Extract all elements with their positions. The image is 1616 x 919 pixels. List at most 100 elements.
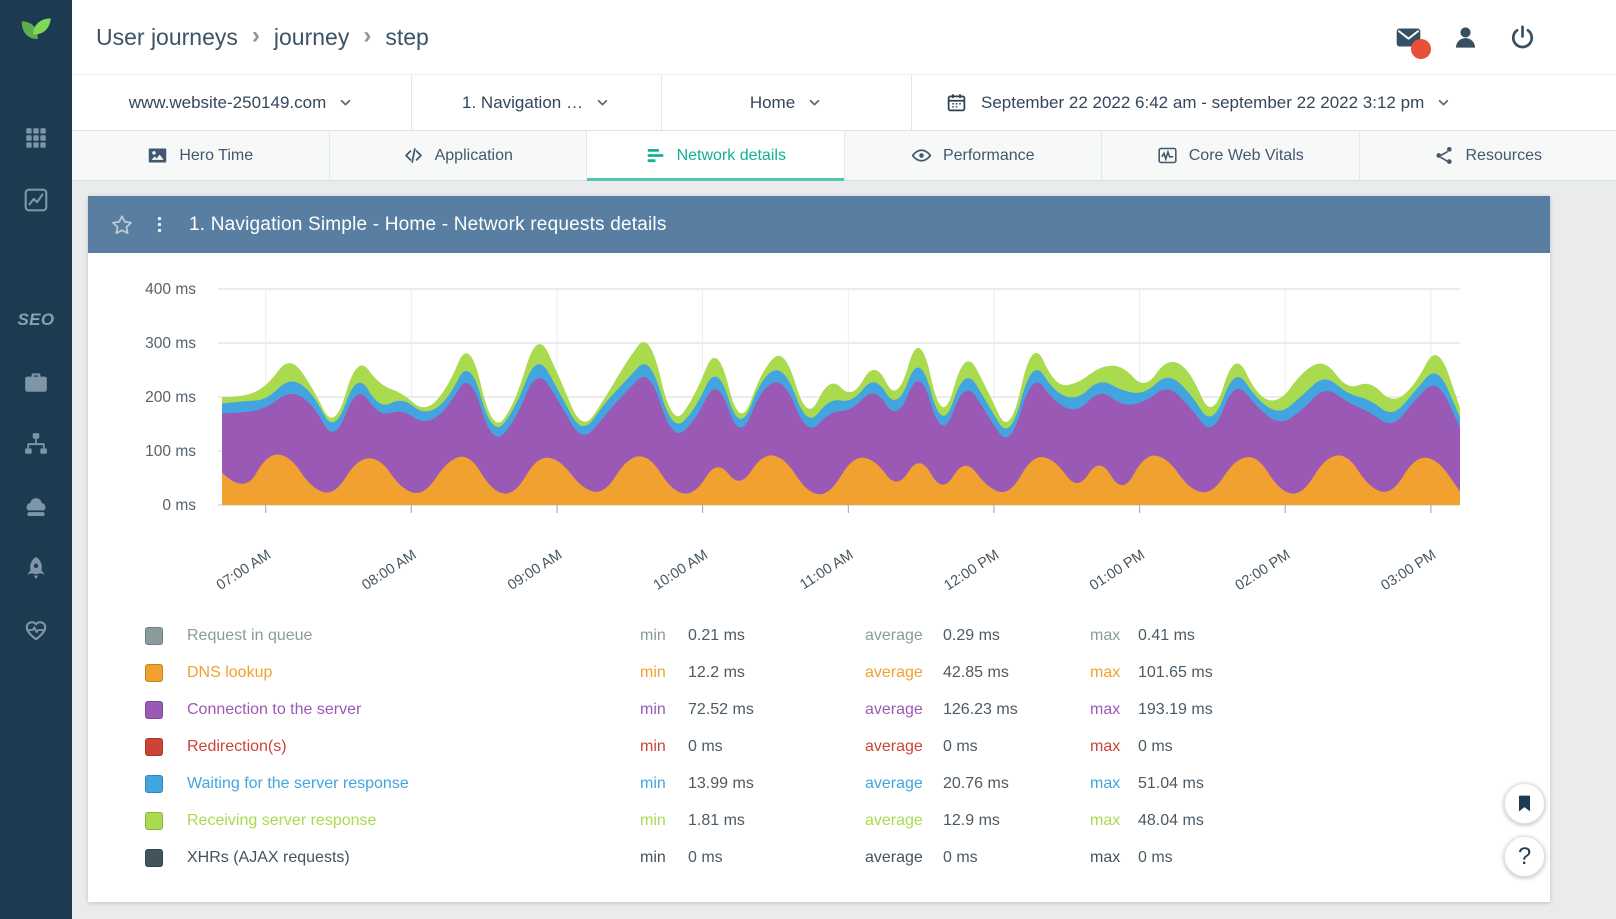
svg-text:01:00 PM: 01:00 PM bbox=[1087, 547, 1148, 594]
sidebar-item-seo[interactable]: SEO bbox=[17, 310, 55, 329]
legend-row-waiting-for-the-server-response[interactable]: Waiting for the server response min 13.99 … bbox=[145, 765, 1550, 802]
sidebar-item-analytics[interactable] bbox=[0, 169, 72, 231]
date-range-selector-value: September 22 2022 6:42 am - september 22… bbox=[981, 92, 1425, 112]
grid-icon bbox=[23, 125, 49, 151]
average-value: 42.85 ms bbox=[943, 663, 1009, 681]
sidebar-item-apps[interactable] bbox=[0, 107, 72, 169]
min-label: min bbox=[640, 848, 666, 866]
max-label: max bbox=[1090, 774, 1121, 792]
tab-performance[interactable]: Performance bbox=[844, 131, 1102, 180]
svg-text:400 ms: 400 ms bbox=[145, 281, 196, 298]
legend-label: Connection to the server bbox=[187, 700, 362, 718]
max-label: max bbox=[1090, 663, 1121, 681]
breadcrumb-user-journeys[interactable]: User journeys bbox=[96, 23, 238, 50]
max-value: 101.65 ms bbox=[1138, 663, 1213, 681]
topbar: User journeys › journey › step bbox=[72, 0, 1616, 74]
min-value: 0.21 ms bbox=[688, 626, 745, 644]
page-selector[interactable]: Home bbox=[662, 75, 912, 130]
sidebar-item-jobs[interactable] bbox=[0, 351, 72, 413]
resources-icon bbox=[1434, 145, 1455, 166]
average-label: average bbox=[865, 811, 923, 829]
svg-text:07:00 AM: 07:00 AM bbox=[214, 547, 274, 594]
sidebar-nav: SEO bbox=[0, 107, 72, 661]
tab-network-details[interactable]: Network details bbox=[587, 131, 845, 181]
chart-legend: Request in queue min 0.21 ms average 0.29 ms… bbox=[88, 605, 1550, 902]
tab-core-web-vitals[interactable]: Core Web Vitals bbox=[1102, 131, 1360, 180]
bookmark-button[interactable] bbox=[1504, 783, 1545, 824]
max-label: max bbox=[1090, 700, 1121, 718]
step-selector[interactable]: 1. Navigation … bbox=[412, 75, 662, 130]
min-label: min bbox=[640, 774, 666, 792]
legend-row-request-in-queue[interactable]: Request in queue min 0.21 ms average 0.29 ms… bbox=[145, 617, 1550, 654]
network-icon bbox=[645, 145, 666, 166]
legend-row-redirection-s-[interactable]: Redirection(s) min 0 ms average 0 ms max 0 ms bbox=[145, 728, 1550, 765]
max-value: 48.04 ms bbox=[1138, 811, 1204, 829]
legend-swatch bbox=[145, 626, 163, 645]
user-icon bbox=[1452, 24, 1479, 51]
tab-hero-time[interactable]: Hero Time bbox=[72, 131, 330, 180]
help-button[interactable]: ? bbox=[1504, 836, 1545, 877]
legend-swatch bbox=[145, 811, 163, 830]
step-selector-value: 1. Navigation … bbox=[462, 92, 583, 112]
network-details-panel: 1. Navigation Simple - Home - Network re… bbox=[88, 196, 1550, 902]
legend-label: Request in queue bbox=[187, 626, 313, 644]
max-value: 51.04 ms bbox=[1138, 774, 1204, 792]
account-button[interactable] bbox=[1452, 24, 1479, 51]
svg-text:08:00 AM: 08:00 AM bbox=[359, 547, 419, 594]
average-value: 20.76 ms bbox=[943, 774, 1009, 792]
average-label: average bbox=[865, 848, 923, 866]
min-label: min bbox=[640, 626, 666, 644]
breadcrumb-step: step bbox=[385, 23, 429, 50]
sidebar-item-sitemap[interactable] bbox=[0, 413, 72, 475]
tab-label: Application bbox=[434, 146, 513, 164]
svg-text:02:00 PM: 02:00 PM bbox=[1233, 547, 1294, 594]
tab-application[interactable]: Application bbox=[329, 131, 587, 180]
messages-button[interactable] bbox=[1395, 24, 1431, 59]
legend-row-xhrs-ajax-requests-[interactable]: XHRs (AJAX requests) min 0 ms average 0 ms ma… bbox=[145, 839, 1550, 876]
panel-menu-button[interactable] bbox=[150, 215, 169, 234]
min-value: 72.52 ms bbox=[688, 700, 754, 718]
max-label: max bbox=[1090, 848, 1121, 866]
legend-row-dns-lookup[interactable]: DNS lookup min 12.2 ms average 42.85 ms max 10… bbox=[145, 654, 1550, 691]
chevron-down-icon bbox=[1435, 94, 1452, 111]
legend-row-receiving-server-response[interactable]: Receiving server response min 1.81 ms avera… bbox=[145, 802, 1550, 839]
svg-text:0 ms: 0 ms bbox=[162, 497, 196, 514]
legend-swatch bbox=[145, 774, 163, 793]
svg-text:11:00 AM: 11:00 AM bbox=[797, 547, 856, 593]
code-icon bbox=[403, 145, 424, 166]
max-value: 193.19 ms bbox=[1138, 700, 1213, 718]
calendar-icon bbox=[946, 92, 967, 113]
average-value: 126.23 ms bbox=[943, 700, 1018, 718]
average-label: average bbox=[865, 700, 923, 718]
rocket-icon bbox=[23, 555, 49, 581]
website-selector[interactable]: www.website-250149.com bbox=[72, 75, 412, 130]
legend-label: Waiting for the server response bbox=[187, 774, 409, 792]
max-label: max bbox=[1090, 737, 1121, 755]
legend-row-connection-to-the-server[interactable]: Connection to the server min 72.52 ms avera… bbox=[145, 691, 1550, 728]
power-icon bbox=[1509, 24, 1536, 51]
tab-resources[interactable]: Resources bbox=[1359, 131, 1616, 180]
sidebar-item-servers[interactable] bbox=[0, 475, 72, 537]
chevron-down-icon bbox=[806, 94, 823, 111]
star-icon bbox=[110, 213, 134, 237]
chevron-down-icon bbox=[594, 94, 611, 111]
min-label: min bbox=[640, 737, 666, 755]
briefcase-icon bbox=[23, 369, 49, 395]
logout-button[interactable] bbox=[1509, 24, 1536, 51]
website-selector-value: www.website-250149.com bbox=[128, 92, 327, 112]
breadcrumb-journey[interactable]: journey bbox=[273, 23, 350, 50]
svg-text:09:00 AM: 09:00 AM bbox=[505, 547, 565, 594]
network-requests-chart[interactable]: 400 ms 300 ms 200 ms 100 ms 0 ms 07:00 AM 08:0… bbox=[88, 253, 1550, 605]
bookmark-icon bbox=[1514, 793, 1535, 814]
favorite-button[interactable] bbox=[110, 213, 134, 237]
legend-label: DNS lookup bbox=[187, 663, 273, 681]
sidebar-item-boost[interactable] bbox=[0, 537, 72, 599]
date-range-selector[interactable]: September 22 2022 6:42 am - september 22… bbox=[912, 75, 1616, 130]
tab-label: Resources bbox=[1465, 146, 1542, 164]
tab-bar: Hero Time Application Network details Perfo… bbox=[72, 131, 1616, 181]
main-column: User journeys › journey › step www.website-2… bbox=[72, 0, 1616, 919]
sidebar-item-health[interactable] bbox=[0, 599, 72, 661]
app-logo[interactable] bbox=[16, 13, 56, 51]
stacked-area-chart[interactable]: 400 ms 300 ms 200 ms 100 ms 0 ms 07:00 AM 08:0… bbox=[110, 275, 1530, 605]
